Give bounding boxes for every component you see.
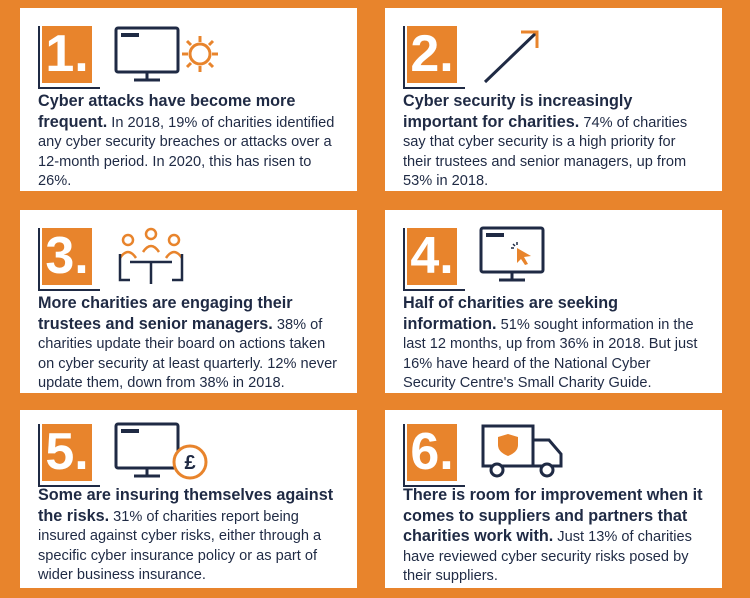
card-detail: Just 13% of charities have reviewed cybe… [403,529,692,584]
card-detail: In 2018, 19% of charities identified any… [38,114,335,190]
card-number: 1. [42,26,92,83]
card-lead: Half of charities are seeking informatio… [403,294,619,333]
stat-card-4: 4. Half of charities are seeking informa… [385,210,722,393]
card-lead: Cyber attacks have become more frequent. [38,92,296,131]
card-number: 3. [42,228,92,285]
card-lead: More charities are engaging their truste… [38,294,293,333]
card-number: 6. [407,424,457,481]
card-detail: 38% of charities update their board on a… [38,316,338,392]
number-bracket [403,228,465,291]
number-bracket [38,228,100,291]
card-text: Some are insuring themselves against the… [38,486,339,586]
pound-symbol: £ [184,452,195,474]
number-bracket [403,26,465,89]
monitor-pound-icon: £ [114,422,208,480]
card-detail: 51% sought information in the last 12 mo… [403,316,698,392]
card-detail: 74% of charities say that cyber security… [403,114,688,190]
meeting-icon [118,227,184,284]
number-bracket [403,424,465,487]
card-number: 2. [407,26,457,83]
card-detail: 31% of charities report being insured ag… [38,508,322,584]
stat-card-2: 2. Cyber security is increasingly import… [385,8,722,191]
card-text: Cyber security is increasingly important… [403,92,704,192]
stat-card-1: 1. Cyber attacks have become more freque… [20,8,357,191]
stat-card-3: 3. More charities are engaging their tru… [20,210,357,393]
card-lead: Cyber security is increasingly important… [403,92,633,131]
card-lead: There is room for improvement when it co… [403,486,703,545]
card-number: 5. [42,424,92,481]
number-bracket [38,424,100,487]
card-text: More charities are engaging their truste… [38,294,339,394]
card-text: Cyber attacks have become more frequent.… [38,92,339,192]
trend-up-arrow-icon [483,30,539,84]
stat-card-5: 5. £ Some are insuring themselves agains… [20,410,357,588]
card-text: Half of charities are seeking informatio… [403,294,704,394]
monitor-virus-icon [114,26,218,82]
stat-card-6: 6. There is room for improvement when it… [385,410,722,588]
delivery-truck-icon [481,424,563,478]
monitor-cursor-icon [479,226,545,282]
card-number: 4. [407,228,457,285]
number-bracket [38,26,100,89]
card-lead: Some are insuring themselves against the… [38,486,334,525]
card-text: There is room for improvement when it co… [403,486,704,587]
